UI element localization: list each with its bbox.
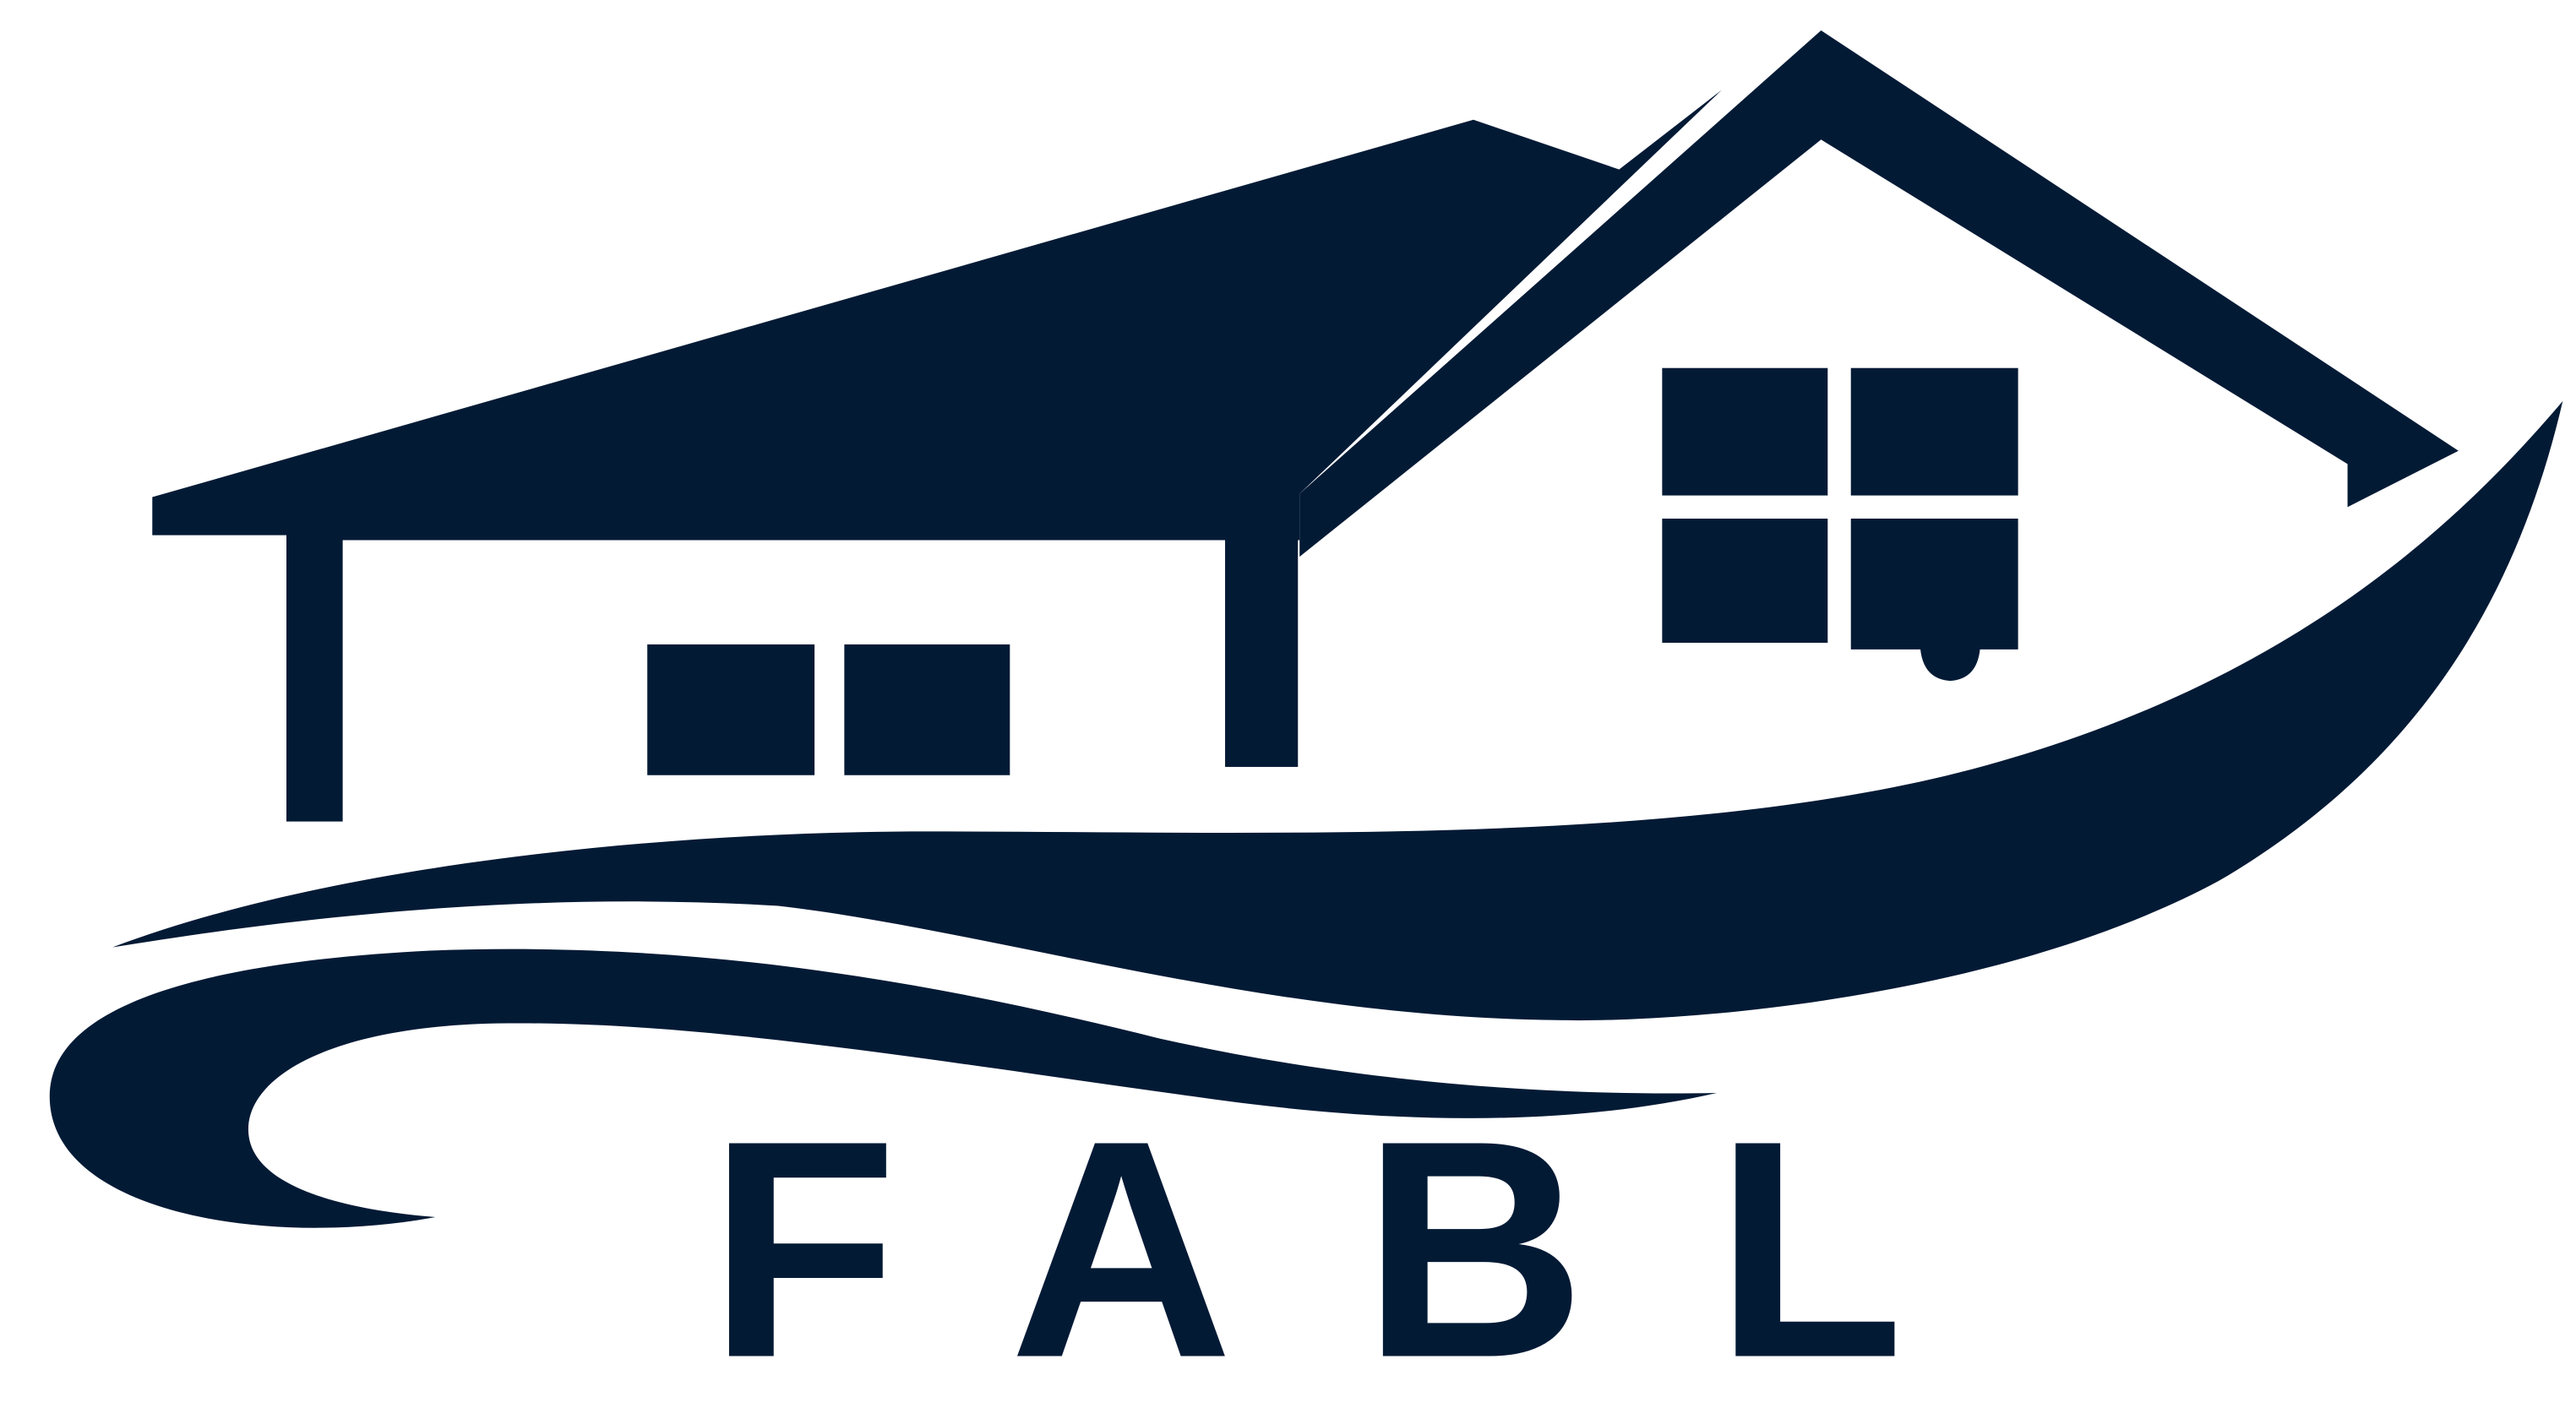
- window-pane: [844, 644, 1010, 775]
- middle-post: [1225, 530, 1299, 767]
- window-pane: [1662, 519, 1828, 643]
- house-with-swoosh-icon: [49, 30, 2563, 1228]
- roof-gable: [1299, 30, 2459, 557]
- window-pane: [647, 644, 815, 775]
- window-pane: [1850, 519, 2018, 682]
- window-pane: [1662, 367, 1828, 496]
- wordmark: FABL: [708, 1076, 2033, 1408]
- roof-left-wing: [152, 90, 1722, 541]
- swoosh-lower: [49, 949, 1718, 1228]
- left-post: [286, 530, 343, 822]
- window-pane: [1850, 367, 2018, 496]
- swoosh-main: [112, 400, 2563, 1021]
